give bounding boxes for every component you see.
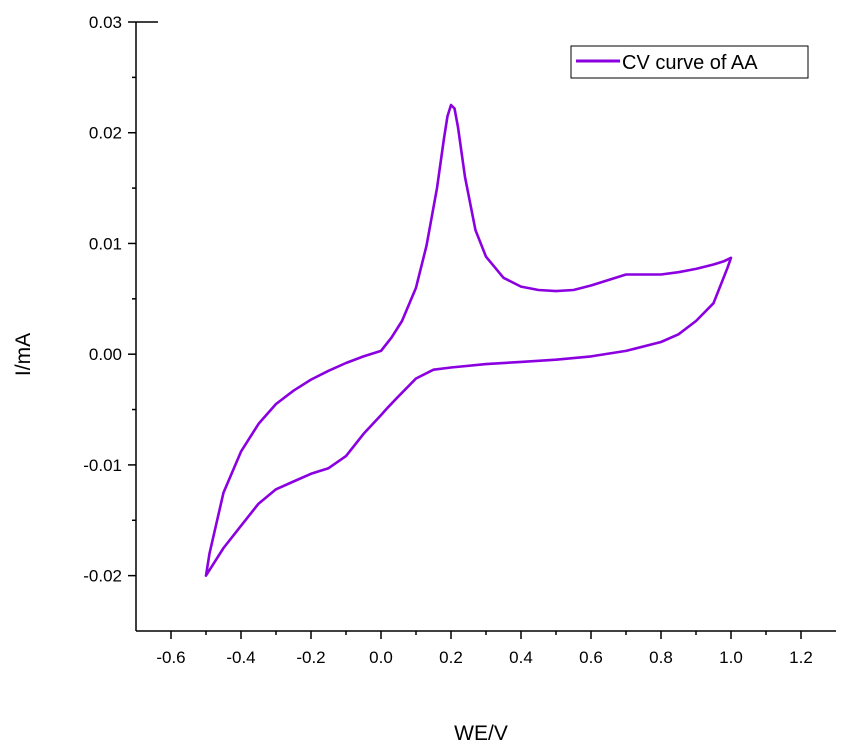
series-line bbox=[204, 103, 733, 577]
x-tick-label: 0.0 bbox=[369, 648, 393, 667]
legend-label: CV curve of AA bbox=[622, 52, 758, 74]
axes bbox=[135, 21, 836, 632]
y-tick-label: 0.01 bbox=[89, 234, 122, 253]
x-tick-label: 1.2 bbox=[789, 648, 813, 667]
ticks: -0.6 -0.4 -0.2 0.0 0.2 0.4 0.6 0.8 1.0 1.2 -0.02 -0… bbox=[83, 13, 813, 667]
x-tick-label: -0.6 bbox=[156, 648, 185, 667]
x-tick-label: 0.8 bbox=[649, 648, 673, 667]
x-tick-label: -0.2 bbox=[296, 648, 325, 667]
legend: CV curve of AA bbox=[570, 45, 809, 79]
y-tick-label: 0.02 bbox=[89, 124, 122, 143]
series-layer bbox=[204, 103, 733, 577]
x-tick-label: 0.6 bbox=[579, 648, 603, 667]
y-tick-label: -0.02 bbox=[83, 567, 122, 586]
y-axis-label: I/mA bbox=[12, 333, 35, 376]
x-axis-label: WE/V bbox=[454, 722, 508, 745]
x-tick-label: -0.4 bbox=[226, 648, 255, 667]
x-tick-label: 1.0 bbox=[719, 648, 743, 667]
y-tick-label: 0.03 bbox=[89, 13, 122, 32]
x-tick-label: 0.4 bbox=[509, 648, 533, 667]
y-tick-label: 0.00 bbox=[89, 345, 122, 364]
y-tick-label: -0.01 bbox=[83, 456, 122, 475]
x-tick-label: 0.2 bbox=[439, 648, 463, 667]
